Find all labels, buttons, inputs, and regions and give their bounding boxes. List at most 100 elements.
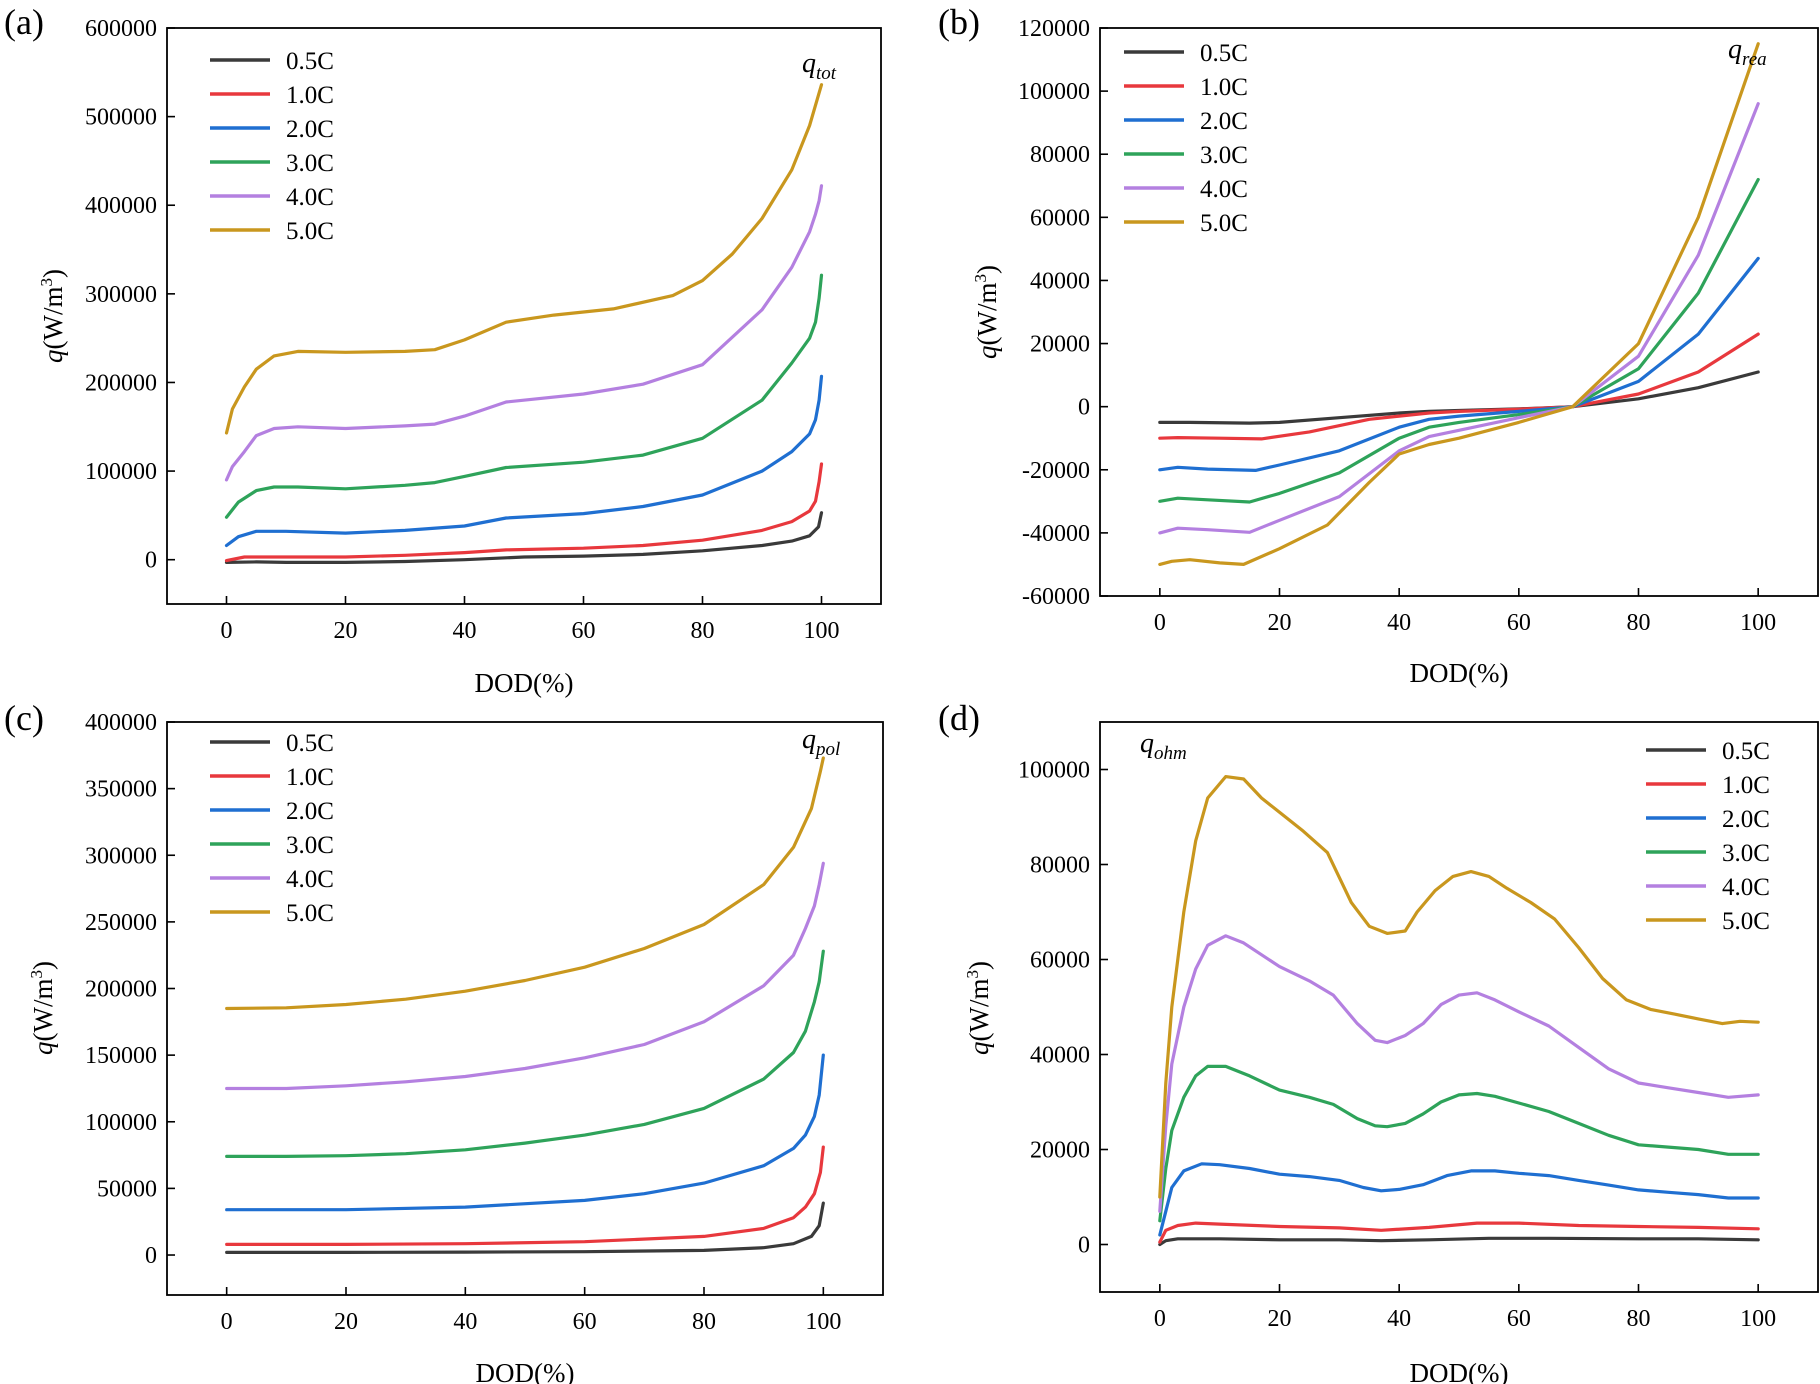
panel-b-y-tick-label-4: 20000 [1030, 332, 1090, 358]
panel-d-y-tick-label-0: 0 [1078, 1233, 1090, 1259]
panel-b-y-axis-label-main: q [972, 345, 1002, 359]
panel-d-y-tick-label-4: 80000 [1030, 853, 1090, 879]
panel-d-legend-label-3.0C: 3.0C [1722, 840, 1770, 867]
panel-a-y-tick-label-5: 500000 [85, 105, 157, 131]
panel-b-y-tick-label-0: -60000 [1022, 584, 1090, 610]
panel-a-y-tick-label-4: 400000 [85, 193, 157, 219]
panel-d-y-ticks: 0 20000 40000 60000 80000 100000 [1018, 758, 1108, 1259]
panel-c-label: (c) [4, 698, 44, 738]
panel-c-legend-label-4.0C: 4.0C [286, 866, 334, 893]
panel-a-annotation: qtot [802, 48, 837, 84]
panel-b-y-tick-label-5: 40000 [1030, 268, 1090, 294]
panel-b-series-4.0C-line [1158, 102, 1760, 535]
panel-b-y-tick-label-7: 80000 [1030, 142, 1090, 168]
panel-d-series-group [1158, 775, 1760, 1247]
panel-d-x-tick-label-4: 80 [1627, 1306, 1651, 1332]
panel-c-annotation-sub: pol [814, 739, 840, 760]
panel-b-annotation-sub: rea [1742, 49, 1767, 70]
panel-c-x-tick-label-2: 40 [453, 1309, 477, 1335]
panel-d-legend-label-0.5C: 0.5C [1722, 738, 1770, 765]
panel-b-series-2.0C-line [1158, 256, 1760, 472]
panel-a-series-2.0C-line [224, 374, 824, 548]
panel-c-y-axis-label: q(W/m3) [27, 961, 58, 1055]
panel-b-x-tick-label-4: 80 [1627, 610, 1651, 636]
panel-d-label: (d) [938, 698, 980, 738]
panel-b-series-group [1158, 42, 1760, 566]
panel-c-y-axis-label-sup: 3 [27, 970, 46, 979]
panel-d: (d) 0 20 40 60 80 100 0 20000 40000 60000 80000 10… [938, 698, 1819, 1384]
panel-a-x-axis-label: DOD(%) [475, 668, 574, 698]
panel-a-x-tick-label-2: 40 [453, 618, 477, 644]
panel-d-annotation-sub: ohm [1154, 743, 1187, 764]
panel-d-y-axis-label-main: q [964, 1041, 994, 1055]
panel-a-legend-label-5.0C: 5.0C [286, 218, 334, 245]
panel-c-x-tick-label-1: 20 [334, 1309, 358, 1335]
panel-c-y-ticks: 0 50000 100000 150000 200000 250000 300000 3500… [85, 710, 175, 1269]
panel-c-series-2.0C-line [225, 1053, 825, 1212]
panel-b-legend-label-4.0C: 4.0C [1200, 176, 1248, 203]
panel-b-series-1.0C-line [1158, 332, 1760, 441]
panel-a-x-tick-label-5: 100 [804, 618, 840, 644]
panel-a-x-tick-label-1: 20 [334, 618, 358, 644]
panel-b-x-ticks: 0 20 40 60 80 100 [1154, 588, 1776, 636]
panel-c-legend-label-2.0C: 2.0C [286, 798, 334, 825]
panel-b-annotation-main: q [1728, 34, 1742, 65]
panel-a-y-tick-label-0: 0 [145, 548, 157, 574]
panel-c-series-5.0C-line [225, 756, 825, 1011]
panel-d-legend-label-2.0C: 2.0C [1722, 806, 1770, 833]
panel-a-label: (a) [4, 2, 44, 42]
panel-b-y-axis-label-unit: (W/m [972, 283, 1002, 346]
panel-a-annotation-main: q [802, 48, 816, 79]
panel-b-legend-label-5.0C: 5.0C [1200, 210, 1248, 237]
panel-c-y-axis-label-main: q [28, 1041, 58, 1055]
panel-a-y-tick-label-6: 600000 [85, 16, 157, 42]
panel-b-x-axis-label: DOD(%) [1410, 658, 1509, 688]
panel-a-series-0.5C-line [224, 511, 824, 564]
panel-d-series-4.0C-line [1158, 934, 1760, 1213]
panel-c-y-tick-label-5: 250000 [85, 910, 157, 936]
panel-d-y-tick-label-2: 40000 [1030, 1043, 1090, 1069]
panel-c-x-axis-label: DOD(%) [476, 1358, 575, 1384]
panel-c-annotation-main: q [802, 724, 816, 755]
panel-a-series-4.0C-line [224, 184, 824, 482]
panel-c-x-tick-label-5: 100 [805, 1309, 841, 1335]
panel-c-y-tick-label-4: 200000 [85, 977, 157, 1003]
panel-b-y-axis-label: q(W/m3) [971, 265, 1002, 359]
panel-a-plot-frame [166, 27, 882, 605]
panel-a-legend-label-3.0C: 3.0C [286, 150, 334, 177]
panel-a-y-axis-label-unit: (W/m [38, 287, 68, 350]
panel-a-y-tick-label-2: 200000 [85, 370, 157, 396]
panel-a-y-axis-label: q(W/m3) [37, 269, 68, 363]
panel-c: (c) 0 20 40 60 80 100 0 50000 100000 150000 20000… [4, 698, 884, 1384]
panel-d-x-tick-label-2: 40 [1387, 1306, 1411, 1332]
panel-a-series-1.0C-line [224, 462, 824, 563]
panel-c-series-4.0C-line [225, 861, 825, 1091]
panel-a-x-ticks: 0 20 40 60 80 100 [221, 596, 840, 644]
panel-b-y-axis-label-sup: 3 [971, 274, 990, 283]
panel-d-legend-label-1.0C: 1.0C [1722, 772, 1770, 799]
panel-b-y-tick-label-3: 0 [1078, 395, 1090, 421]
panel-b-x-tick-label-5: 100 [1740, 610, 1776, 636]
panel-d-x-ticks: 0 20 40 60 80 100 [1154, 1284, 1776, 1332]
panel-b-y-tick-label-6: 60000 [1030, 205, 1090, 231]
panel-c-legend-label-0.5C: 0.5C [286, 730, 334, 757]
panel-d-y-axis-label-sup: 3 [963, 970, 982, 979]
panel-a-x-tick-label-4: 80 [691, 618, 715, 644]
panel-d-series-1.0C-line [1158, 1221, 1760, 1244]
panel-b-legend-label-1.0C: 1.0C [1200, 74, 1248, 101]
panel-c-y-tick-label-1: 50000 [97, 1176, 157, 1202]
panel-b-plot-frame [1099, 27, 1819, 597]
panel-b-label: (b) [938, 2, 980, 42]
panel-d-y-axis-label: q(W/m3) [963, 961, 994, 1055]
panel-b-series-5.0C-line [1158, 42, 1760, 566]
panel-d-legend: 0.5C 1.0C 2.0C 3.0C 4.0C 5.0C [1646, 738, 1770, 935]
panel-b-y-axis-label-close: ) [972, 265, 1002, 274]
panel-d-annotation-main: q [1140, 728, 1154, 759]
panel-b-legend-label-0.5C: 0.5C [1200, 40, 1248, 67]
panel-a: (a) 0 20 40 60 80 100 0 100000 200000 300000 4000… [4, 2, 882, 698]
panel-a-series-group [224, 83, 824, 564]
panel-c-y-axis-label-close: ) [28, 961, 58, 970]
panel-c-y-tick-label-2: 100000 [85, 1110, 157, 1136]
panel-a-y-axis-label-sup: 3 [37, 278, 56, 287]
